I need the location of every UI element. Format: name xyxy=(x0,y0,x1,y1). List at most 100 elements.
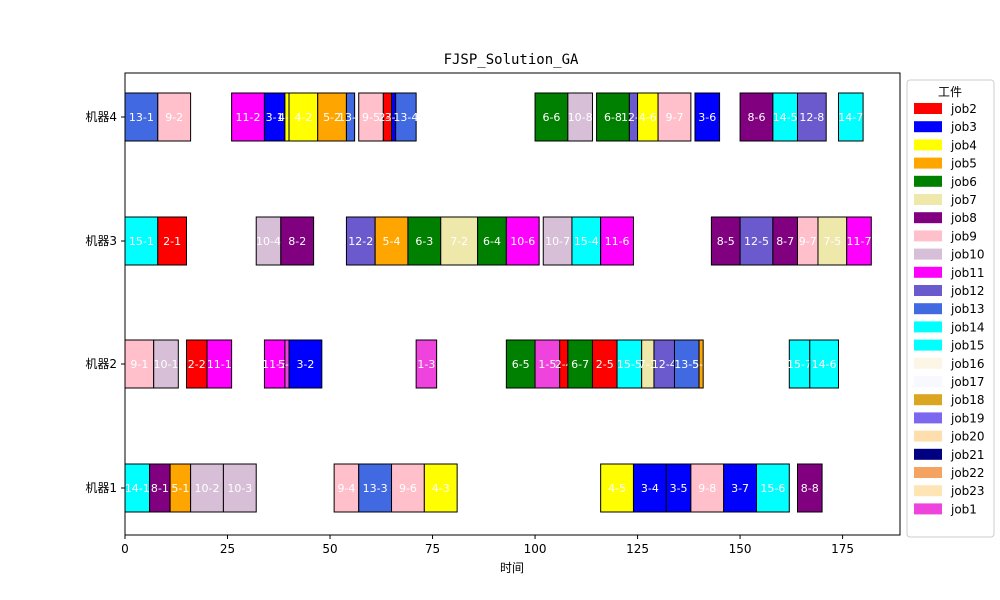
task-bar xyxy=(600,216,634,266)
legend-swatch xyxy=(914,121,942,133)
task-bar xyxy=(415,339,438,389)
task-bar xyxy=(809,339,839,389)
task-label: 13-4 xyxy=(393,111,418,124)
legend-entry-label: job22 xyxy=(950,466,985,480)
task-bar xyxy=(657,92,692,142)
legend-swatch xyxy=(914,430,942,442)
legend-entry-label: job20 xyxy=(950,430,985,444)
task-bar xyxy=(673,339,700,389)
task-label: 10-6 xyxy=(510,235,535,248)
task-label: 15-5 xyxy=(617,358,642,371)
task-label: 3-2 xyxy=(296,358,314,371)
task-label: 3-7 xyxy=(731,482,749,495)
task-label: 7-2 xyxy=(450,235,468,248)
legend-swatch xyxy=(914,394,942,406)
task-bar xyxy=(190,463,224,513)
legend-swatch xyxy=(914,230,942,242)
task-label: 8-8 xyxy=(801,482,819,495)
legend: 工件 job2 job3 job4 job5 job6 job7 job8 job9 job10… xyxy=(906,79,995,538)
task-label: 6-7 xyxy=(571,358,589,371)
legend-entry-label: job9 xyxy=(950,229,977,243)
task-label: 14-7 xyxy=(838,111,863,124)
task-label: 15-1 xyxy=(129,235,154,248)
task-label: 2-2 xyxy=(188,358,206,371)
task-label: 11-7 xyxy=(847,235,872,248)
task-bar xyxy=(206,339,233,389)
task-bar xyxy=(358,92,384,142)
legend-entry-label: job14 xyxy=(950,320,985,334)
task-label: 3-6 xyxy=(698,111,716,124)
task-label: 9-7 xyxy=(665,111,683,124)
legend-entry-label: job18 xyxy=(950,393,985,407)
task-bar xyxy=(567,92,593,142)
task-bar xyxy=(345,216,376,266)
task-label: 8-5 xyxy=(717,235,735,248)
task-bar xyxy=(395,92,417,142)
task-label: 13-5 xyxy=(674,358,699,371)
task-bar xyxy=(772,216,798,266)
task-bar xyxy=(505,339,536,389)
legend-entry-label: job16 xyxy=(950,357,985,371)
task-bar xyxy=(710,216,741,266)
task-label: 10-7 xyxy=(545,235,570,248)
task-label: 6-3 xyxy=(415,235,433,248)
task-bar xyxy=(157,216,188,266)
task-label: 9-8 xyxy=(698,482,716,495)
task-bar xyxy=(280,216,315,266)
task-label: 4-5 xyxy=(608,482,626,495)
task-bar xyxy=(698,339,704,389)
task-bar xyxy=(288,339,323,389)
legend-entry-label: job17 xyxy=(950,375,985,389)
legend-swatch xyxy=(914,503,942,515)
legend-swatch xyxy=(914,412,942,424)
task-label: 9-1 xyxy=(130,358,148,371)
task-label: 3-1 xyxy=(266,111,284,124)
task-bar xyxy=(345,92,356,142)
legend-entry-label: job11 xyxy=(950,266,985,280)
chart-title: FJSP_Solution_GA xyxy=(444,52,579,68)
task-label: 11-2 xyxy=(236,111,261,124)
task-bar xyxy=(837,92,864,142)
legend-swatch xyxy=(914,467,942,478)
legend-entry-label: job6 xyxy=(950,175,977,189)
legend-swatch xyxy=(914,285,942,296)
task-label: 1-3 xyxy=(417,358,435,371)
task-label: 3-5 xyxy=(670,482,688,495)
task-label: 7-5 xyxy=(823,235,841,248)
task-label: 5-1 xyxy=(171,482,189,495)
task-label: 4-2 xyxy=(294,111,312,124)
task-label: 11-1 xyxy=(207,358,232,371)
task-label: 8-6 xyxy=(747,111,765,124)
task-bar xyxy=(723,463,757,513)
task-bar xyxy=(333,463,360,513)
legend-swatch xyxy=(914,321,942,333)
y-tick-label: 机器2 xyxy=(85,357,117,371)
task-label: 10-3 xyxy=(227,482,252,495)
task-bar xyxy=(755,463,790,513)
task-label: 13-3 xyxy=(363,482,388,495)
task-bar xyxy=(423,463,458,513)
task-label: 13-1 xyxy=(129,111,154,124)
task-bar xyxy=(571,216,602,266)
legend-swatch xyxy=(914,376,942,387)
task-label: 10-8 xyxy=(568,111,593,124)
legend-entry-label: job12 xyxy=(950,284,985,298)
legend-swatch xyxy=(914,485,942,497)
task-bar xyxy=(567,339,593,389)
task-label: 12-5 xyxy=(744,235,769,248)
legend-title: 工件 xyxy=(938,85,962,99)
legend-entry-label: job7 xyxy=(950,193,977,207)
task-bar xyxy=(391,463,425,513)
x-tick-label: 25 xyxy=(220,542,235,556)
task-label: 14-5 xyxy=(773,111,798,124)
task-label: 9-2 xyxy=(165,111,183,124)
task-bar xyxy=(477,216,507,266)
x-tick-label: 100 xyxy=(524,542,547,556)
task-label: 12-2 xyxy=(348,235,373,248)
task-label: 11-6 xyxy=(605,235,630,248)
legend-swatch xyxy=(914,248,942,260)
task-label: 9-7 xyxy=(799,235,817,248)
legend-entry-label: job19 xyxy=(950,411,985,425)
task-bar xyxy=(440,216,479,266)
